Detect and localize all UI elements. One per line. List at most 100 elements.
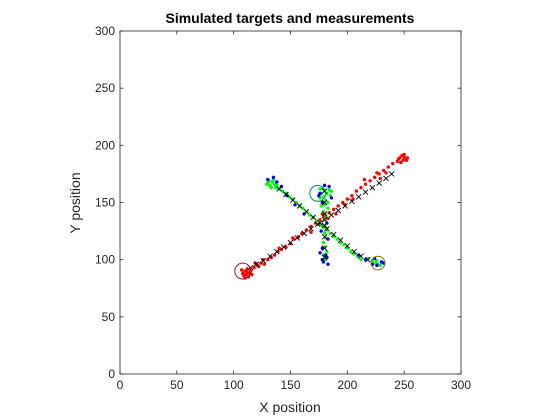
truth-marker [321, 222, 328, 229]
measurement-point [325, 249, 329, 254]
measurement-point [363, 182, 368, 186]
measurement-point [362, 177, 367, 182]
truth-marker [321, 233, 328, 240]
y-axis-label: Y position [67, 172, 83, 233]
truth-marker [294, 235, 301, 241]
measurement-point [405, 156, 410, 160]
truth-marker [301, 230, 307, 237]
truth-marker [328, 212, 335, 218]
x-tick-label: 150 [280, 378, 300, 392]
measurement-point [329, 189, 334, 193]
truth-marker [364, 256, 371, 263]
truth-marker [358, 253, 364, 260]
truth-marker [321, 199, 328, 206]
measurement-point [368, 179, 372, 183]
series-truth [247, 171, 395, 271]
measurement-point [402, 152, 406, 157]
measurement-point [327, 184, 331, 189]
truth-marker [369, 184, 376, 191]
truth-marker [344, 243, 351, 249]
measurement-point [266, 177, 270, 182]
measurement-point [378, 176, 382, 181]
measurement-point [396, 157, 401, 161]
measurement-point [250, 272, 254, 277]
truth-marker [321, 254, 328, 261]
measurement-point [382, 168, 386, 173]
measurement-point [291, 236, 295, 240]
measurement-point [326, 237, 330, 241]
truth-marker [310, 214, 317, 221]
truth-marker [321, 211, 328, 217]
truth-marker [321, 216, 328, 223]
measurement-point [334, 212, 338, 216]
measurement-point [308, 213, 312, 217]
truth-marker [376, 180, 382, 186]
measurement-point [375, 259, 379, 263]
y-tick-label: 100 [95, 253, 115, 267]
axes: 0 50 100 150 200 250 300 0 50 100 150 200 250 300 [95, 24, 471, 392]
y-tick-label: 200 [95, 138, 115, 152]
measurement-point [322, 183, 327, 188]
measurement-point [309, 230, 313, 234]
measurement-point [391, 161, 395, 166]
measurement-point [321, 240, 326, 245]
truth-marker [303, 208, 310, 215]
truth-marker [335, 207, 342, 214]
measurement-point [252, 265, 256, 270]
y-tick-label: 150 [95, 196, 115, 210]
truth-marker [321, 245, 328, 252]
measurement-point [319, 204, 323, 208]
truth-marker [283, 191, 289, 198]
measurement-point [341, 200, 345, 205]
measurement-point [349, 249, 353, 254]
measurement-point [331, 207, 336, 212]
measurement-point [322, 231, 327, 236]
measurement-point [399, 160, 403, 165]
measurement-point [386, 165, 390, 169]
truth-marker [349, 198, 355, 205]
measurement-point [317, 193, 321, 198]
truth-marker [308, 225, 314, 232]
y-tick-label: 50 [102, 310, 116, 324]
measurement-point [269, 185, 273, 190]
measurement-point [359, 185, 363, 190]
measurement-point [326, 200, 330, 205]
measurement-point [401, 158, 405, 162]
truth-marker [287, 239, 294, 246]
truth-marker [355, 193, 362, 200]
x-tick-label: 100 [224, 378, 244, 392]
measurement-point [272, 253, 277, 257]
measurement-point [375, 171, 379, 175]
truth-marker [280, 244, 287, 250]
measurement-point [318, 187, 322, 191]
truth-marker [383, 175, 389, 182]
measurement-point [280, 189, 285, 193]
truth-marker [267, 253, 273, 260]
chart-title: Simulated targets and measurements [166, 10, 415, 26]
truth-marker [296, 203, 303, 209]
target-circle [370, 255, 386, 271]
measurement-point [329, 196, 334, 200]
measurement-point [359, 257, 363, 262]
y-tick-label: 0 [108, 367, 115, 381]
y-tick-label: 300 [95, 24, 115, 38]
measurement-point [345, 197, 350, 201]
measurement-point [271, 175, 276, 180]
x-tick-label: 300 [451, 378, 471, 392]
measurement-point [301, 206, 305, 210]
truth-marker [321, 188, 328, 194]
truth-marker [388, 171, 395, 177]
x-axis-label: X position [259, 399, 320, 415]
measurement-point [354, 189, 359, 193]
y-tick-label: 250 [95, 81, 115, 95]
measurement-point [318, 251, 322, 255]
truth-marker [362, 189, 369, 196]
truth-marker [274, 248, 280, 255]
truth-marker [253, 261, 260, 268]
series-red [239, 152, 410, 280]
x-tick-label: 50 [170, 378, 184, 392]
target-circle [309, 184, 327, 202]
x-tick-label: 200 [337, 378, 357, 392]
truth-marker [289, 197, 296, 204]
measurement-point [275, 180, 279, 184]
